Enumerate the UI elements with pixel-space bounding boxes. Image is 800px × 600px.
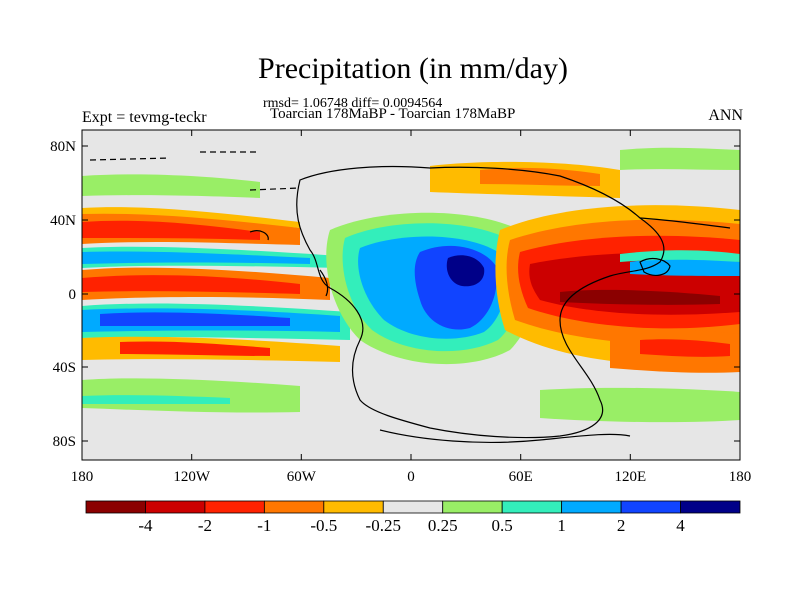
field-north-east-green: [620, 147, 740, 170]
y-tick-label: 40S: [53, 360, 76, 376]
y-tick-labels: 80N 40N 0 40S 80S: [50, 139, 76, 450]
field-se-green: [540, 387, 740, 423]
colorbar-swatch: [501, 500, 563, 514]
colorbar-swatch: [442, 500, 503, 514]
colorbar-swatch: [382, 500, 444, 514]
x-tick-label: 180: [71, 469, 94, 485]
colorbar-label: -0.5: [310, 516, 337, 535]
y-tick-label: 80S: [53, 434, 76, 450]
x-tick-label: 0: [407, 469, 415, 485]
x-tick-label: 120E: [614, 469, 646, 485]
colorbar-swatch: [323, 500, 384, 514]
field-band-eq-red: [82, 275, 300, 294]
field-band-40n-orange: [82, 220, 260, 240]
colorbar-label: 0.5: [492, 516, 513, 535]
field-band-10n-blue: [82, 251, 310, 264]
field-band-30s-red: [120, 341, 270, 356]
colorbar-label: -0.25: [366, 516, 401, 535]
colorbar-label: -4: [138, 516, 153, 535]
field-band-10s-dark: [100, 312, 290, 326]
y-tick-label: 0: [69, 287, 77, 303]
field-tethys-core: [560, 289, 720, 305]
colorbar-label: -1: [257, 516, 271, 535]
colorbar: [85, 500, 741, 514]
map-title: Precipitation (in mm/day): [258, 52, 568, 85]
x-tick-label: 180: [729, 469, 752, 485]
coast-east-arm: [639, 217, 731, 229]
colorbar-label: 2: [617, 516, 626, 535]
colorbar-swatch: [680, 500, 741, 514]
colorbar-labels: -4 -2 -1 -0.5 -0.25 0.25 0.5 1 2 4: [138, 516, 685, 535]
field-pangea-navy: [446, 255, 485, 287]
y-tick-label: 40N: [50, 213, 76, 229]
field-se-red: [640, 339, 730, 357]
coast-north-islands: [89, 151, 301, 191]
field-south-cyan: [82, 395, 230, 404]
field-north-green: [82, 174, 260, 198]
colorbar-swatch: [85, 500, 146, 514]
colorbar-label: 4: [676, 516, 685, 535]
precip-field: [82, 147, 740, 423]
coast-south-antarctica: [379, 429, 631, 443]
field-band-40n-yellow: [82, 207, 300, 228]
field-ne-orange: [480, 167, 600, 186]
comparison-label: Toarcian 178MaBP - Toarcian 178MaBP: [270, 106, 516, 122]
coast-pangea: [296, 165, 665, 439]
colorbar-swatch: [204, 500, 265, 514]
stats-line: rmsd= 1.06748 diff= 0.0094564: [263, 96, 443, 111]
experiment-label: Expt = tevmg-teckr: [82, 109, 207, 126]
axis-ticks: [82, 130, 740, 460]
colorbar-label: 1: [557, 516, 566, 535]
colorbar-swatch: [620, 500, 681, 514]
colorbar-swatch: [145, 500, 206, 514]
coast-west-islands: [249, 230, 329, 297]
season-label: ANN: [708, 107, 743, 124]
x-tick-label: 60E: [509, 469, 533, 485]
x-tick-labels: 180 120W 60W 0 60E 120E 180: [71, 469, 752, 485]
field-south-green: [82, 378, 300, 413]
x-tick-label: 60W: [287, 469, 317, 485]
x-tick-label: 120W: [173, 469, 211, 485]
coast-island-1: [639, 257, 671, 276]
colorbar-label: 0.25: [428, 516, 458, 535]
colorbar-swatch: [263, 500, 325, 514]
coastlines: [89, 151, 731, 443]
field-east-blue: [630, 258, 740, 276]
colorbar-label: -2: [198, 516, 212, 535]
colorbar-swatch: [561, 500, 622, 514]
y-tick-label: 80N: [50, 139, 76, 155]
